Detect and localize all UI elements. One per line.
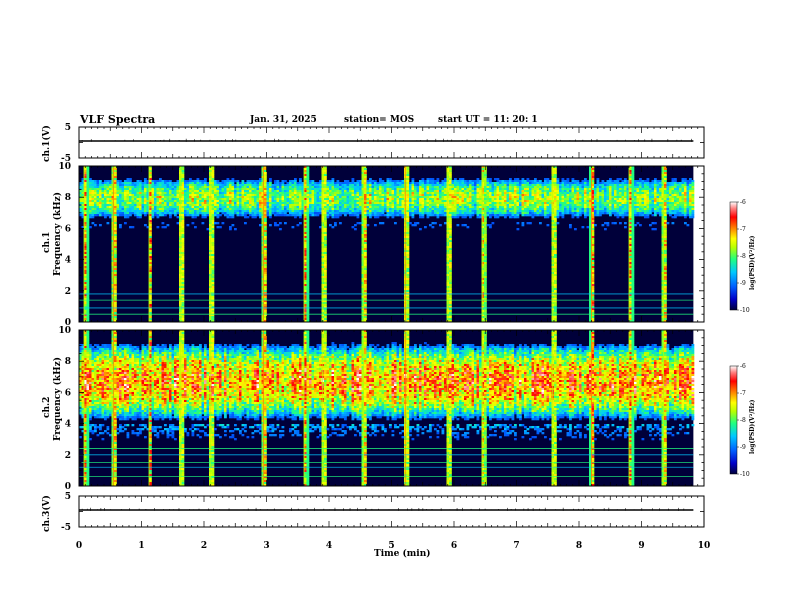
ch2-freq-label: Frequency (kHz) xyxy=(53,356,63,441)
ch1-spec-ytick-label: 10 xyxy=(58,162,71,172)
ch1-spec-ytick-label: 2 xyxy=(65,287,71,297)
x-axis-label: Time (min) xyxy=(374,549,431,559)
ch3-wave-ytick-label: -5 xyxy=(61,523,71,533)
ch1-spec-colorbar xyxy=(729,201,738,311)
ch1-wave-ytick-label: -5 xyxy=(61,154,71,164)
ch1-spec-ytick-label: 4 xyxy=(65,256,71,266)
ch1-spec-colorbar-tick: -8 xyxy=(740,253,746,260)
ch2-spec-ytick-label: 6 xyxy=(65,388,71,398)
ch1-spec-ytick-label: 6 xyxy=(65,224,71,234)
ch2-spec-colorbar-tick: -9 xyxy=(740,444,746,451)
ch1-spec-ytick-label: 0 xyxy=(65,318,71,328)
cb2-label: log(PSD)(V²/Hz) xyxy=(749,399,756,454)
ch2-spec-ytick-label: 0 xyxy=(65,482,71,492)
ch1-spec-colorbar-tick: -6 xyxy=(740,199,746,206)
ch2-spec-ytick-label: 2 xyxy=(65,451,71,461)
ch1-voltage-label: ch.1(V) xyxy=(42,125,52,162)
station-label: station= MOS xyxy=(344,115,415,125)
ch1-spec-colorbar-tick: -7 xyxy=(740,226,746,233)
x-tick-label: 10 xyxy=(698,541,711,551)
x-tick-label: 8 xyxy=(576,541,582,551)
x-tick-label: 1 xyxy=(138,541,144,551)
ch1-freq-label-channel: ch.1 xyxy=(42,231,52,253)
ch3-wave-trace xyxy=(79,507,694,511)
x-tick-label: 4 xyxy=(326,541,332,551)
ch1-spec-heatmap xyxy=(79,166,695,323)
ch2-spec-colorbar-tick: -7 xyxy=(740,390,746,397)
ch1-freq-label: Frequency (kHz) xyxy=(53,191,63,276)
ch2-spec-colorbar xyxy=(729,365,738,475)
ch3-voltage-label: ch.3(V) xyxy=(42,495,52,532)
ch2-spec-colorbar-tick: -10 xyxy=(740,471,750,478)
ch2-spec-ytick-label: 10 xyxy=(58,326,71,336)
figure-title: VLF Spectra xyxy=(80,113,156,126)
date-label: Jan. 31, 2025 xyxy=(250,115,317,125)
x-tick-label: 9 xyxy=(638,541,644,551)
x-tick-label: 0 xyxy=(76,541,82,551)
x-tick-label: 2 xyxy=(201,541,207,551)
ch1-spec-colorbar-tick: -9 xyxy=(740,280,746,287)
ch2-spec-ytick-label: 8 xyxy=(65,357,71,367)
x-tick-label: 7 xyxy=(513,541,519,551)
x-tick-label: 6 xyxy=(451,541,457,551)
ch1-wave-trace xyxy=(79,138,694,142)
ch2-spec-ytick-label: 4 xyxy=(65,420,71,430)
ch3-wave-ytick-label: 5 xyxy=(65,492,71,502)
ch2-spec-colorbar-tick: -8 xyxy=(740,417,746,424)
ch1-spec-colorbar-tick: -10 xyxy=(740,307,750,314)
ch1-spec-ytick-label: 8 xyxy=(65,193,71,203)
x-tick-label: 5 xyxy=(388,541,394,551)
start-time-label: start UT = 11: 20: 1 xyxy=(438,115,538,125)
ch2-spec-colorbar-tick: -6 xyxy=(740,363,746,370)
cb1-label: log(PSD)(V²/Hz) xyxy=(749,235,756,290)
x-tick-label: 3 xyxy=(263,541,269,551)
ch2-freq-label-channel: ch.2 xyxy=(42,396,52,418)
ch2-spec-heatmap xyxy=(79,330,695,487)
ch1-wave-ytick-label: 5 xyxy=(65,123,71,133)
